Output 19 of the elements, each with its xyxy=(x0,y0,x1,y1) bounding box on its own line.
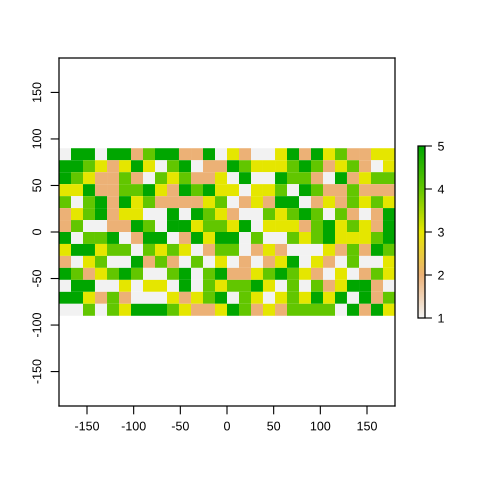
y-tick-label: -50 xyxy=(32,270,42,287)
y-tick-label: -100 xyxy=(32,313,42,337)
x-tick-label: 0 xyxy=(224,422,230,430)
color-bar-label: 2 xyxy=(438,270,444,280)
color-bar-label: 5 xyxy=(438,142,444,151)
y-tick-label: 150 xyxy=(32,82,42,102)
y-tick-label: 100 xyxy=(32,129,42,148)
y-tick-label: -150 xyxy=(32,360,42,384)
color-bar-label: 4 xyxy=(438,184,444,194)
x-tick-label: 50 xyxy=(267,422,280,430)
color-bar-label: 1 xyxy=(438,314,444,323)
x-tick-label: -50 xyxy=(172,422,189,430)
y-tick-label: 0 xyxy=(32,229,42,235)
x-tick-label: -150 xyxy=(75,422,100,430)
x-tick-label: -100 xyxy=(122,422,146,430)
color-bar-label: 3 xyxy=(438,228,444,237)
x-tick-label: 150 xyxy=(358,422,377,430)
y-tick-label: 50 xyxy=(32,179,42,192)
x-tick-label: 100 xyxy=(310,422,330,430)
